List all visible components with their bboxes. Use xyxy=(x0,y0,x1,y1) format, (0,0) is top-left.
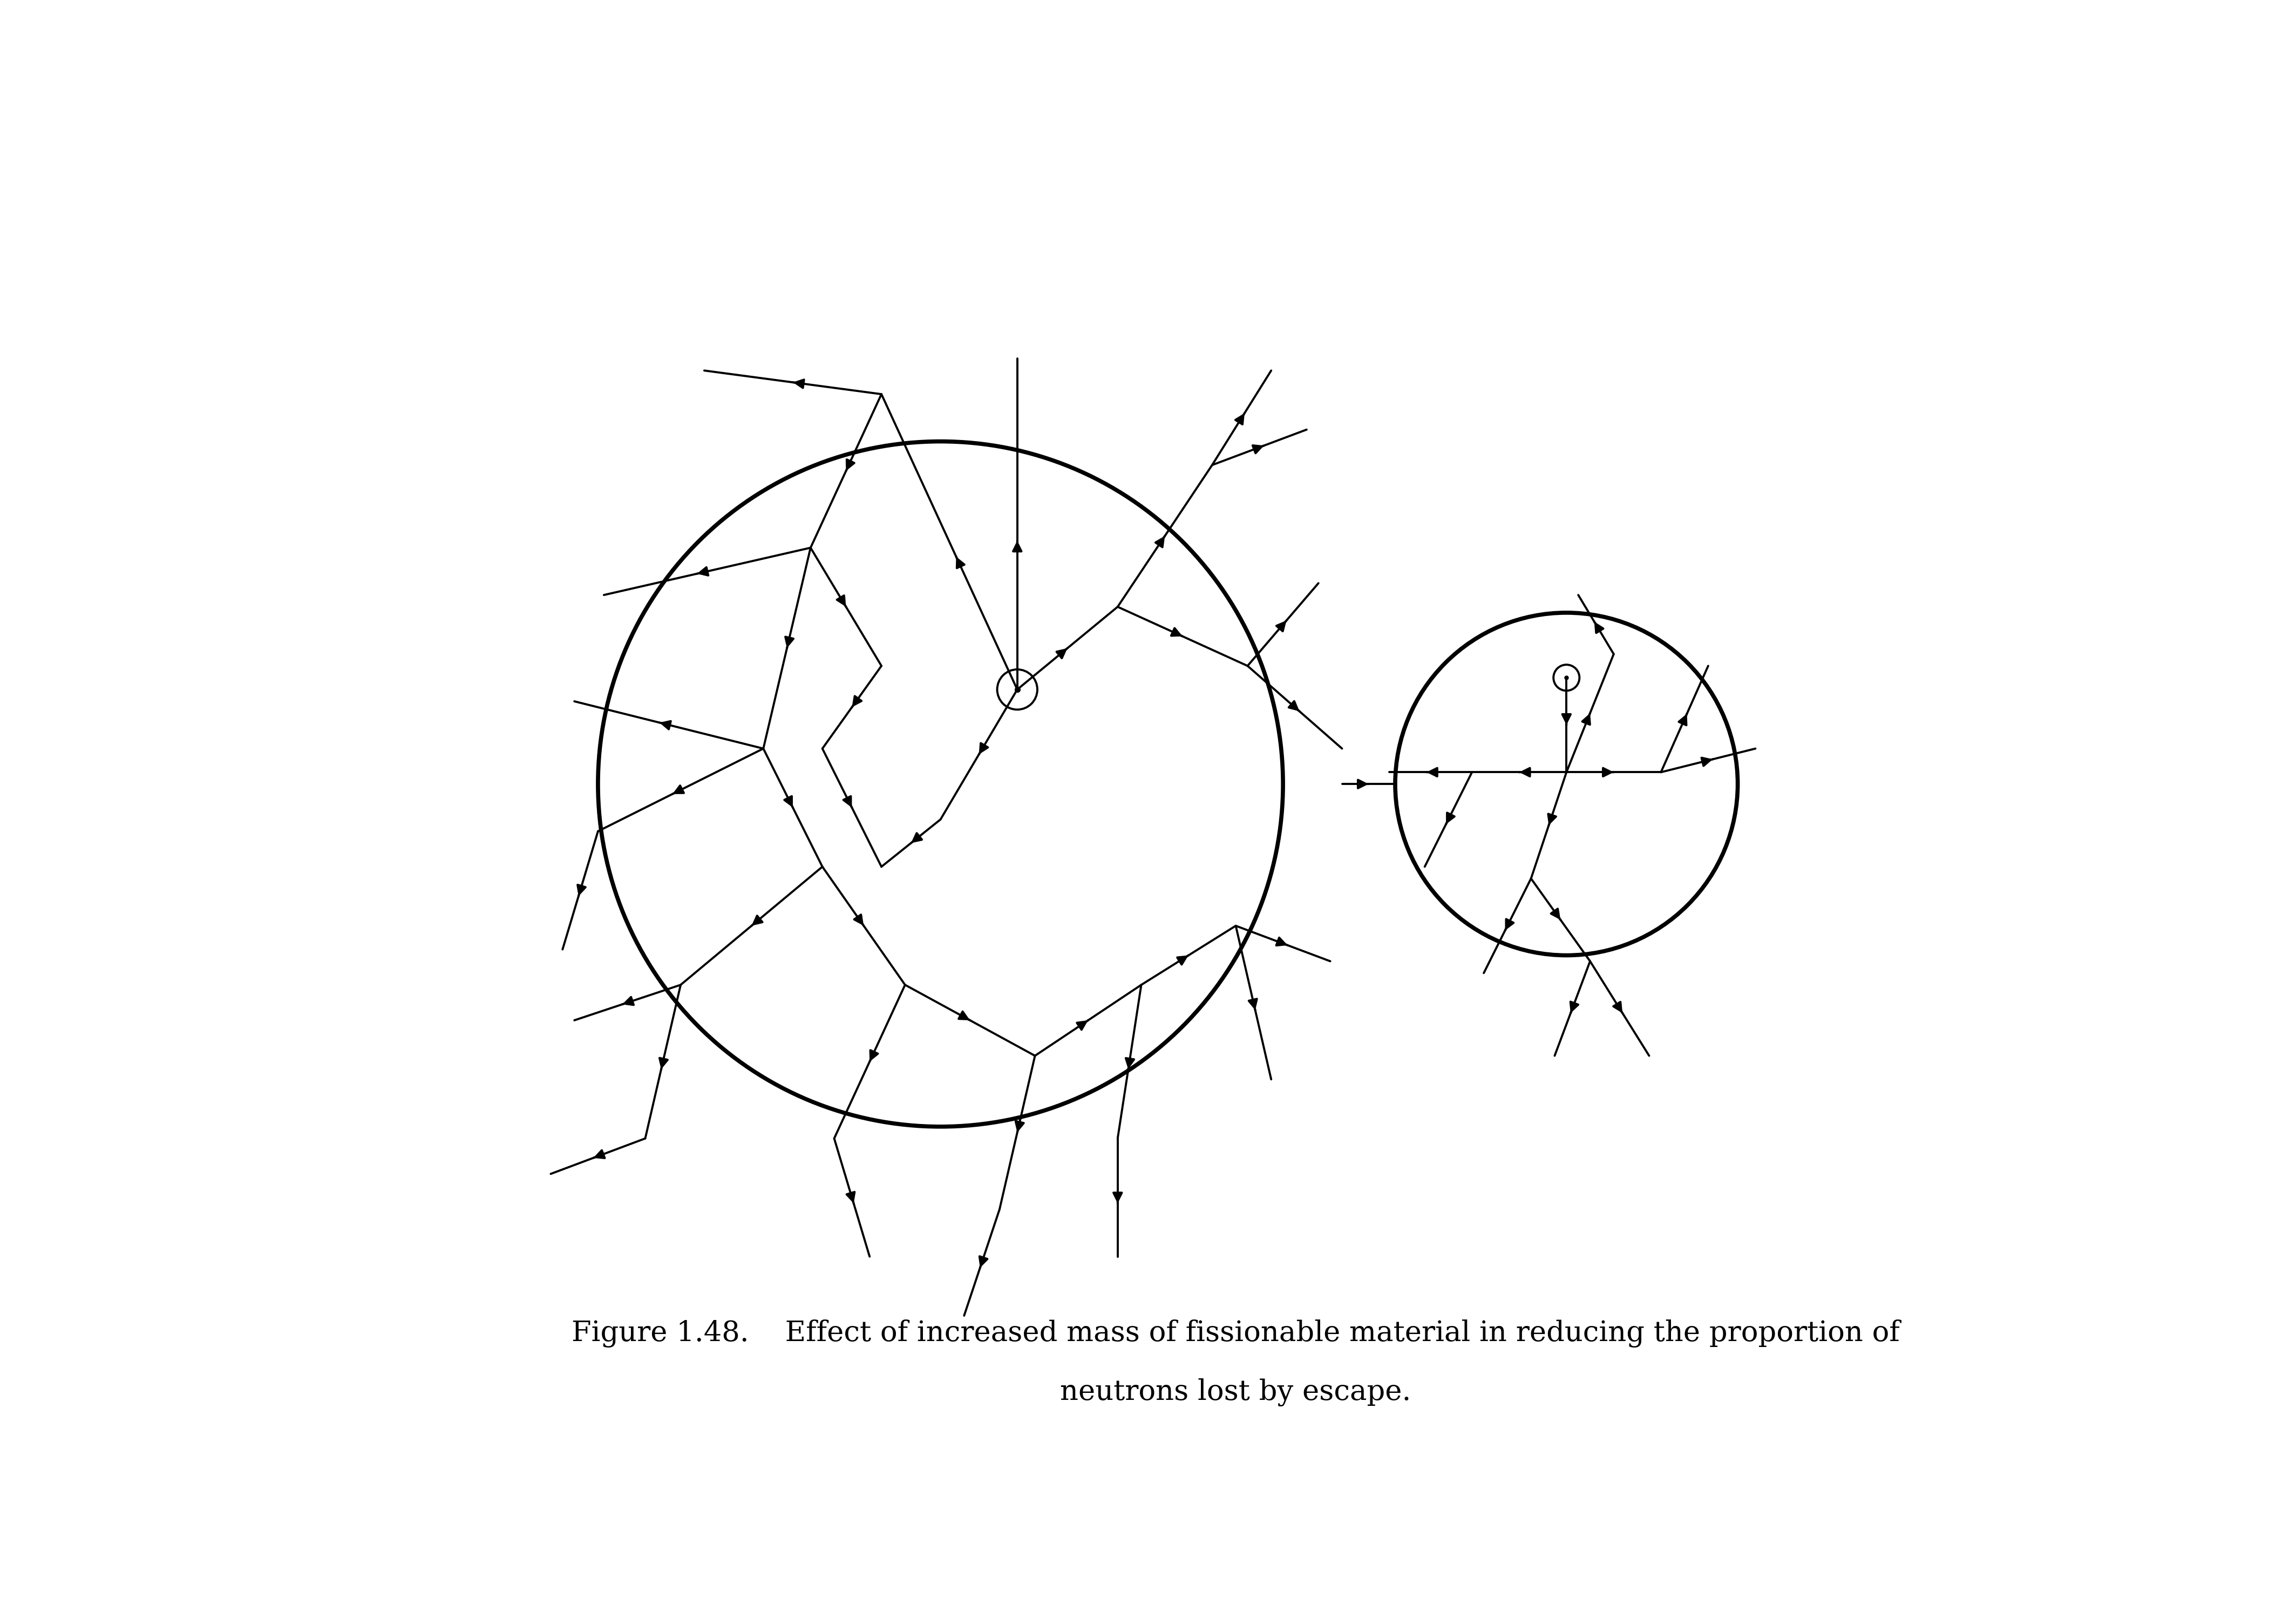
Text: Figure 1.48.    Effect of increased mass of fissionable material in reducing the: Figure 1.48. Effect of increased mass of… xyxy=(572,1319,1899,1347)
Text: neutrons lost by escape.: neutrons lost by escape. xyxy=(1061,1379,1412,1406)
